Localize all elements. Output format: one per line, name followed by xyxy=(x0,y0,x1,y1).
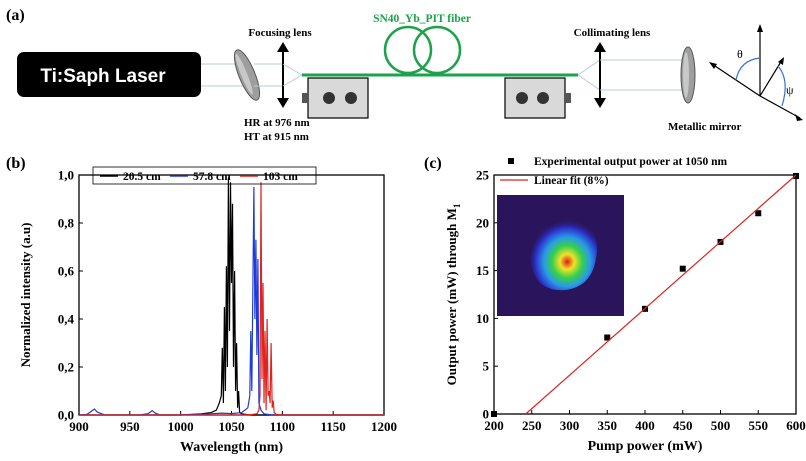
x-tick-label: 250 xyxy=(522,418,542,433)
hr-label: HR at 976 nm xyxy=(244,117,310,129)
legend-label: 103 cm xyxy=(263,171,298,183)
y-tick-label: 0,2 xyxy=(58,360,74,375)
panel-b-label: (b) xyxy=(6,155,26,172)
spectrum-chart: 900 950 1000 1050 1100 1150 1200 0,0 0,2 0,4 0,6 0,… xyxy=(18,166,397,455)
y-tick-label: 20 xyxy=(476,215,489,230)
y-axis-label: Normalized intensity (a.u) xyxy=(18,223,33,368)
y-tick-label: 0 xyxy=(483,407,490,422)
x-tick-label: 500 xyxy=(711,418,731,433)
x-tick-label: 1050 xyxy=(219,419,245,434)
focus-beam-top xyxy=(282,63,303,76)
x-tick-label: 900 xyxy=(69,419,89,434)
data-point xyxy=(755,210,762,217)
panel-a-label: (a) xyxy=(6,7,25,24)
x-tick-label: 400 xyxy=(635,418,655,433)
y-tick-label: 0,6 xyxy=(58,264,75,279)
polarization-axes xyxy=(709,24,803,121)
y-tick-label: 10 xyxy=(476,311,489,326)
focus-beam-bottom xyxy=(282,74,303,87)
series-line-1 xyxy=(79,177,384,416)
y-tick-label: 5 xyxy=(483,359,490,374)
x-tick-label: 300 xyxy=(560,418,580,433)
metallic-mirror xyxy=(680,46,696,104)
legend-swatch-marker xyxy=(508,158,514,164)
y-tick-label: 0,0 xyxy=(58,408,74,423)
out-beam-top xyxy=(577,59,601,76)
legend-label: 20.5 cm xyxy=(123,171,161,183)
y-tick-label: 25 xyxy=(476,168,490,183)
x-tick-label: 200 xyxy=(484,418,504,433)
y-axis-label-subscript: 1 xyxy=(452,203,462,208)
data-point xyxy=(679,265,686,272)
x-axis-label: Wavelength (nm) xyxy=(180,440,283,455)
x-tick-label: 450 xyxy=(673,418,693,433)
beam-profile-spot xyxy=(530,219,598,291)
x-tick-label: 1000 xyxy=(168,419,194,434)
legend-label: 57.8 cm xyxy=(193,171,231,183)
y-tick-label: 0,4 xyxy=(58,312,75,327)
laser-box xyxy=(17,52,201,97)
y-tick-label: 15 xyxy=(476,263,490,278)
x-tick-label: 600 xyxy=(786,418,806,433)
collimating-lens-label: Collimating lens xyxy=(574,27,651,39)
x-axis-label: Pump power (mW) xyxy=(588,439,703,454)
legend-box xyxy=(92,166,317,185)
fiber xyxy=(302,25,578,77)
collimating-lens-arrow xyxy=(594,42,606,108)
x-tick-label: 950 xyxy=(120,419,140,434)
y-axis-label: Output power (mW) through M1 xyxy=(444,203,462,385)
mirror-label: Metallic mirror xyxy=(668,121,742,133)
x-tick-label: 550 xyxy=(749,418,769,433)
legend-label: Experimental output power at 1050 nm xyxy=(534,156,727,168)
theta-label: θ xyxy=(737,47,743,61)
panel-a: (a) Ti:Saph Laser Focusing lens S xyxy=(6,7,803,143)
y-tick-label: 0,8 xyxy=(58,216,75,231)
fit-line xyxy=(525,174,797,415)
series-line-3 xyxy=(79,182,384,416)
panel-c: (c) 200 250 300 350 400 450 500 550 600051015202… xyxy=(424,155,806,454)
focusing-lens-label: Focusing lens xyxy=(248,27,312,39)
data-point xyxy=(491,411,497,417)
y-axis-label-main: Output power (mW) through M xyxy=(444,208,459,385)
psi-label: ψ xyxy=(786,83,794,97)
laser-label: Ti:Saph Laser xyxy=(40,66,166,87)
plot-frame xyxy=(78,174,385,416)
fiber-label: SN40_Yb_PIT fiber xyxy=(373,13,471,25)
panel-b: (b) 900 950 1000 1050 1100 1150 1200 0,0 0,2 0,4 0… xyxy=(6,155,397,455)
data-point xyxy=(793,172,799,179)
out-beam-bottom xyxy=(577,74,601,91)
x-tick-label: 350 xyxy=(598,418,618,433)
focusing-lens-arrow xyxy=(277,42,289,108)
panel-c-label: (c) xyxy=(424,155,442,172)
fiber-mount-left xyxy=(302,77,369,119)
x-tick-label: 1150 xyxy=(321,419,346,434)
x-tick-label: 1200 xyxy=(371,419,397,434)
legend-label: Linear fit (8%) xyxy=(534,175,609,187)
series-line-2 xyxy=(78,186,384,416)
y-tick-label: 1,0 xyxy=(58,168,74,183)
ht-label: HT at 915 nm xyxy=(244,131,309,143)
dichroic-mirror xyxy=(233,49,261,101)
power-chart: 200 250 300 350 400 450 500 550 600 0 5 10 15 20 25 Pum… xyxy=(444,156,806,454)
data-point xyxy=(604,334,611,341)
y-axis-label-main: Normalized intensity (a.u) xyxy=(18,223,33,368)
x-tick-label: 1100 xyxy=(270,419,295,434)
fiber-mount-right xyxy=(504,77,571,119)
